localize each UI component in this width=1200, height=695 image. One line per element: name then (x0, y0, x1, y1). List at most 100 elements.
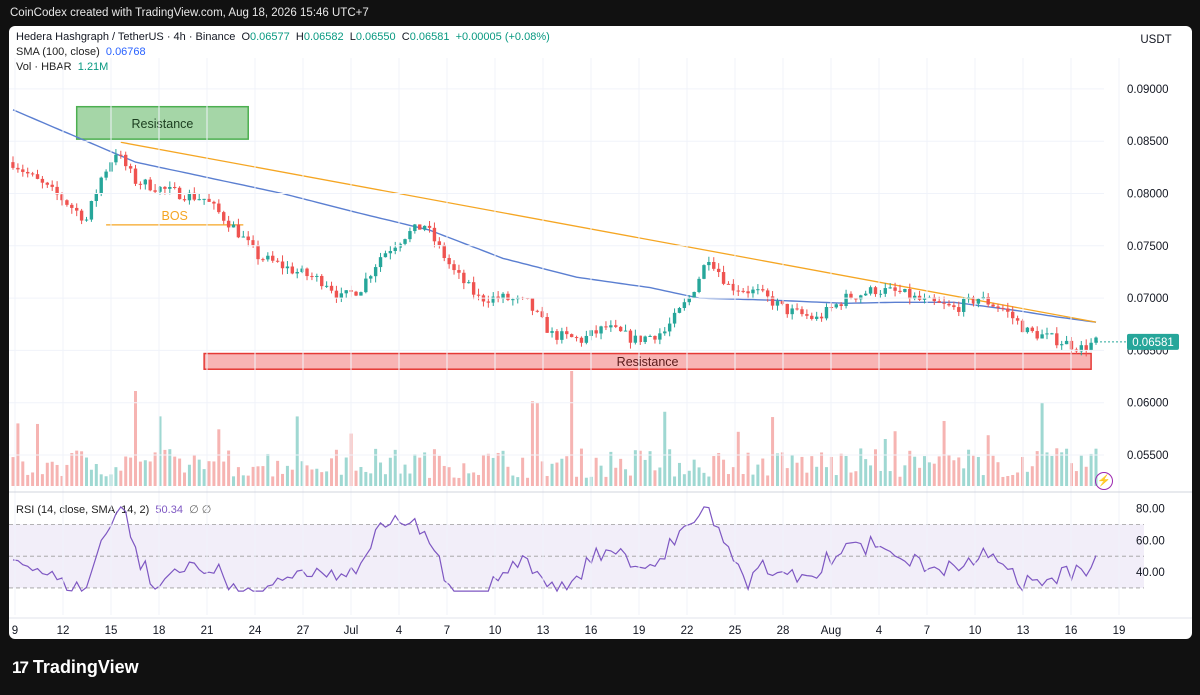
candle-body (393, 247, 397, 252)
volume-bar (893, 431, 897, 486)
candle-body (805, 314, 809, 316)
candle-body (765, 290, 770, 297)
volume-bar (883, 439, 887, 486)
descending-trendline (120, 141, 1097, 323)
candle-body (1094, 337, 1098, 343)
candle-body (310, 276, 314, 278)
volume-bar (374, 448, 378, 486)
candle-body (202, 198, 206, 200)
volume-bar (687, 470, 691, 486)
candle-body (971, 297, 976, 304)
candle-body (422, 225, 427, 230)
volume-bar (575, 476, 579, 486)
candle-body (819, 316, 824, 319)
candle-body (388, 251, 393, 254)
volume-bar (183, 472, 187, 486)
volume-bar (530, 401, 534, 486)
candle-body (222, 212, 226, 221)
volume-bar (325, 471, 329, 486)
candle-body (618, 326, 623, 332)
candle-body (1089, 342, 1093, 351)
volume-bar (952, 460, 956, 486)
candle-body (30, 173, 35, 175)
volume-bar (383, 474, 387, 486)
volume-bar (129, 457, 133, 486)
candle-body (658, 333, 662, 340)
resistance-zone-bottom (203, 352, 1092, 370)
volume-bar (462, 463, 466, 486)
candle-body (315, 275, 319, 277)
candle-body (560, 331, 564, 340)
volume-bar (55, 464, 59, 486)
candle-body (334, 290, 339, 298)
volume-bar (545, 475, 549, 486)
candle-body (638, 335, 642, 343)
candle-body (246, 236, 250, 241)
candle-body (364, 278, 368, 293)
time-tick-label: 4 (396, 625, 403, 637)
volume-bar (432, 449, 436, 486)
tradingview-logo[interactable]: 17 TradingView (12, 657, 139, 678)
volume-bar (516, 477, 520, 486)
volume-bar (501, 450, 505, 486)
volume-label: Vol · HBAR (16, 61, 72, 73)
candle-body (844, 293, 848, 306)
candle-body (839, 304, 843, 306)
volume-bar (227, 450, 231, 486)
time-tick-label: 28 (777, 625, 790, 637)
candle-body (99, 177, 103, 194)
sma-line (12, 109, 1097, 323)
candle-body (300, 268, 304, 272)
candle-body (672, 312, 677, 324)
candle-body (104, 171, 108, 178)
volume-bar (1094, 448, 1098, 486)
volume-bar (408, 473, 412, 486)
volume-bar (477, 474, 481, 486)
candle-body (207, 198, 211, 202)
candle-body (922, 297, 927, 300)
time-tick-label: 15 (105, 625, 118, 637)
candle-body (653, 335, 657, 340)
candle-body (217, 203, 221, 213)
candle-body (1035, 331, 1039, 339)
time-tick-label: Aug (821, 625, 841, 637)
candle-body (1084, 345, 1088, 351)
candle-body (761, 289, 765, 291)
candle-body (148, 179, 152, 191)
candle-body (707, 261, 711, 266)
volume-bar (898, 476, 902, 486)
volume-bar (178, 458, 182, 486)
candle-body (957, 307, 961, 312)
volume-bar (996, 462, 1000, 486)
candle-body (329, 285, 334, 291)
volume-bar (756, 464, 760, 486)
volume-bar (1060, 452, 1064, 486)
volume-bar (888, 471, 892, 486)
volume-bar (981, 475, 985, 486)
volume-bar (736, 431, 740, 486)
volume-bar (643, 459, 647, 486)
candle-body (182, 199, 187, 201)
candle-body (545, 317, 549, 333)
chart-panel[interactable]: Hedera Hashgraph / TetherUS · 4h · Binan… (9, 26, 1192, 639)
candle-body (756, 289, 760, 291)
candle-body (128, 166, 133, 169)
volume-bar (869, 465, 873, 486)
volume-bar (795, 462, 799, 486)
volume-bar (1084, 466, 1088, 486)
volume-bar (1089, 453, 1093, 486)
time-tick-label: Jul (344, 625, 359, 637)
volume-bar (668, 449, 672, 486)
volume-bar (560, 458, 564, 486)
candle-body (790, 308, 794, 315)
low-label: L (349, 31, 356, 43)
candle-body (667, 323, 672, 332)
time-tick-label: 19 (633, 625, 646, 637)
time-tick-label: 16 (585, 625, 598, 637)
candle-body (746, 291, 750, 294)
candle-body (418, 224, 422, 230)
volume-bar (11, 457, 15, 486)
candle-body (614, 325, 618, 327)
replay-icon[interactable]: ⚡ (1095, 472, 1113, 490)
rsi-value: 50.34 (155, 504, 183, 516)
